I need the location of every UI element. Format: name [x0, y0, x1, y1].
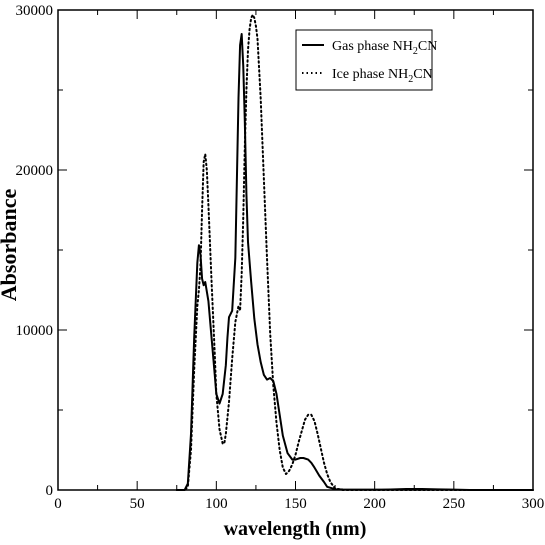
x-axis-title: wavelength (nm) — [224, 518, 367, 540]
x-tick-label: 0 — [54, 496, 62, 512]
x-tick-label: 50 — [130, 496, 145, 512]
y-tick-label: 0 — [46, 483, 54, 499]
x-tick-label: 250 — [443, 496, 466, 512]
y-tick-label: 30000 — [16, 3, 54, 19]
series-line-gas-phase — [175, 33, 534, 491]
x-tick-label: 300 — [522, 496, 545, 512]
x-tick-label: 100 — [205, 496, 228, 512]
x-tick-label: 150 — [284, 496, 307, 512]
y-tick-label: 10000 — [16, 323, 54, 339]
legend-label-gas-phase: Gas phase NH2CN — [332, 39, 437, 57]
series-lines — [175, 13, 534, 491]
y-axis-title: Absorbance — [0, 189, 21, 302]
legend: Gas phase NH2CN Ice phase NH2CN — [295, 29, 437, 91]
legend-label-ice-phase: Ice phase NH2CN — [332, 67, 433, 85]
axis-tick-labels: 0 50 100 150 200 250 300 0 10000 20000 30000 — [16, 3, 545, 512]
y-tick-label: 20000 — [16, 163, 54, 179]
x-tick-label: 200 — [363, 496, 386, 512]
axis-ticks — [57, 9, 534, 491]
series-line-ice-phase — [175, 13, 534, 491]
legend-box — [295, 29, 433, 91]
